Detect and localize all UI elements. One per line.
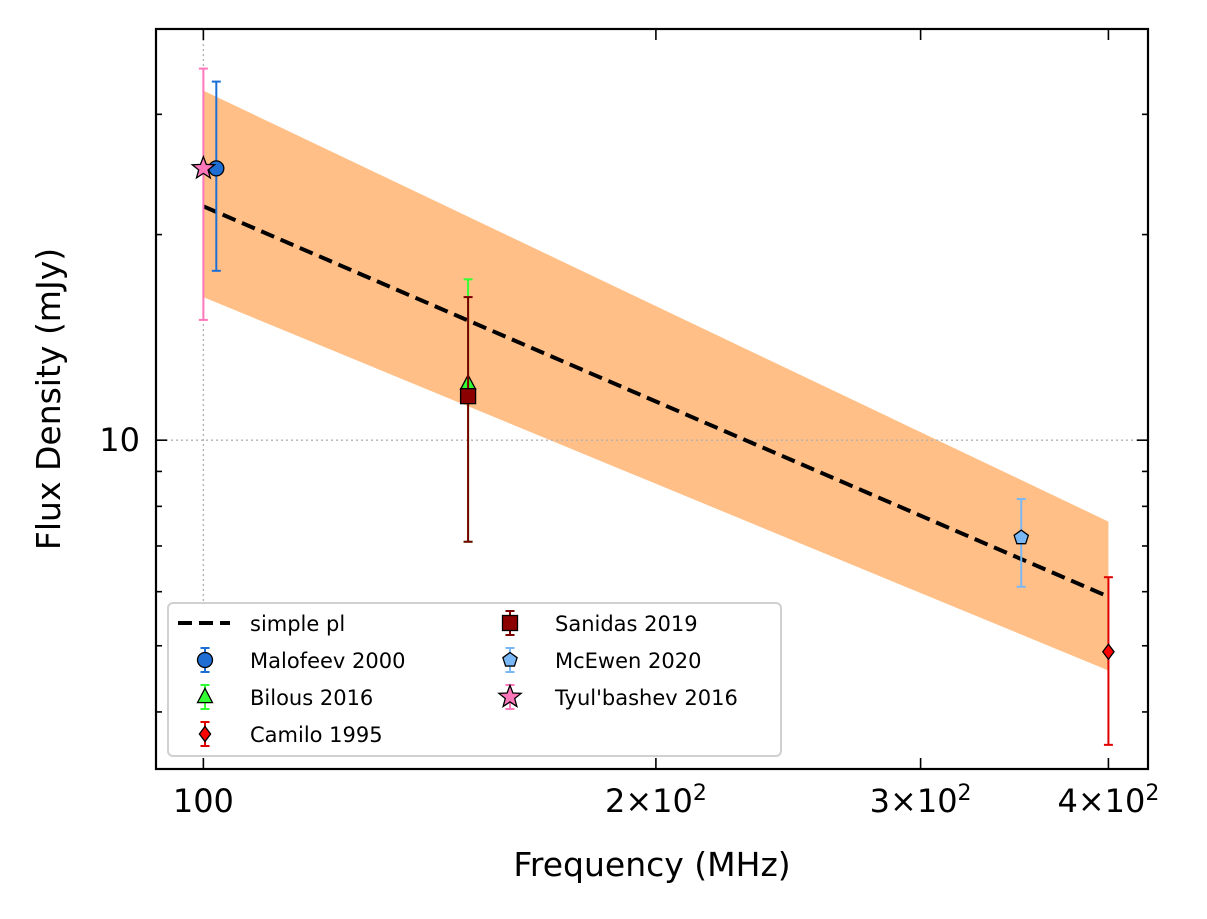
- legend-item: Tyul'bashev 2016: [497, 683, 738, 710]
- legend-label: Bilous 2016: [250, 686, 373, 710]
- y-axis-label: Flux Density (mJy): [29, 248, 68, 550]
- legend-item: Camilo 1995: [198, 721, 383, 747]
- fit-line: [202, 204, 1110, 599]
- legend: simple pl Malofeev 2000 Bilous 2016 Camilo …: [167, 602, 782, 757]
- data-error-bar: [463, 296, 473, 543]
- data-point: [1101, 643, 1115, 661]
- legend-item: McEwen 2020: [502, 647, 701, 673]
- data-point: [1013, 529, 1030, 545]
- data-point: [190, 154, 217, 180]
- legend-label: Malofeev 2000: [250, 649, 405, 673]
- legend-label: Tyul'bashev 2016: [554, 686, 738, 710]
- data-error-bar: [198, 67, 208, 321]
- legend-label: Camilo 1995: [250, 723, 383, 747]
- legend-marker: [501, 614, 519, 632]
- legend-item: Malofeev 2000: [196, 647, 405, 673]
- plot-frame: [154, 27, 1150, 771]
- x-tick-label: 3×102: [870, 781, 972, 820]
- legend-box: [167, 602, 782, 757]
- legend-item: Bilous 2016: [196, 684, 373, 710]
- series-4: [1013, 498, 1030, 588]
- x-tick-label: 100: [173, 782, 234, 820]
- legend-label: McEwen 2020: [555, 649, 701, 673]
- data-error-bar: [1103, 576, 1113, 746]
- y-tick-label: 10: [99, 421, 140, 459]
- legend-marker: [497, 683, 523, 708]
- fit-confidence-band: [203, 90, 1109, 671]
- legend-label: Sanidas 2019: [555, 612, 698, 636]
- legend-marker: [198, 725, 212, 743]
- series-5: [190, 67, 217, 321]
- legend-label: simple pl: [250, 612, 345, 636]
- x-tick-label: 4×102: [1057, 781, 1159, 820]
- x-axis-label: Frequency (MHz): [513, 845, 790, 884]
- data-point: [208, 160, 225, 177]
- x-tick-label: 2×102: [605, 781, 707, 820]
- series-2: [1101, 576, 1115, 746]
- series-3: [459, 296, 477, 543]
- legend-marker: [196, 686, 214, 704]
- legend-item: simple pl: [178, 612, 345, 636]
- legend-marker: [502, 651, 518, 667]
- legend-marker: [196, 651, 214, 669]
- data-point: [459, 388, 477, 405]
- legend-item: Sanidas 2019: [501, 610, 698, 636]
